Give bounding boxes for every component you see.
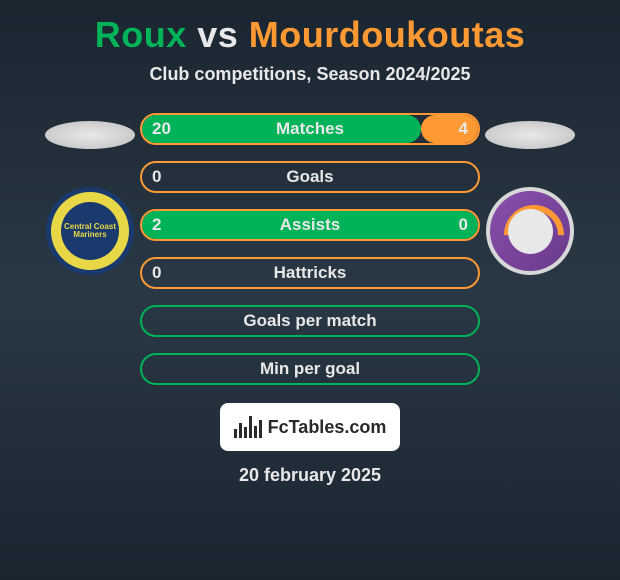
brand-box[interactable]: FcTables.com [220, 403, 400, 451]
stat-label: Assists [142, 215, 478, 235]
club-badge-left-inner: Central Coast Mariners [61, 202, 119, 260]
stat-label: Hattricks [142, 263, 478, 283]
subtitle: Club competitions, Season 2024/2025 [0, 64, 620, 85]
player-left-silhouette [45, 121, 135, 149]
stat-bar: 0Goals [140, 161, 480, 193]
stats-column: 20Matches40Goals2Assists00HattricksGoals… [140, 113, 480, 385]
brand-label: FcTables.com [268, 417, 387, 438]
stat-label: Goals per match [142, 311, 478, 331]
badge-right-ball [508, 209, 553, 254]
comparison-main: Central Coast Mariners 20Matches40Goals2… [0, 113, 620, 385]
stat-label: Goals [142, 167, 478, 187]
stat-value-right: 4 [459, 119, 468, 139]
footer-date: 20 february 2025 [0, 465, 620, 486]
stat-bar: Goals per match [140, 305, 480, 337]
player-left-column: Central Coast Mariners [40, 113, 140, 275]
stat-label: Matches [142, 119, 478, 139]
stat-bar: 20Matches4 [140, 113, 480, 145]
club-badge-left: Central Coast Mariners [46, 187, 134, 275]
player-right-name: Mourdoukoutas [249, 14, 525, 55]
comparison-title: Roux vs Mourdoukoutas [0, 0, 620, 64]
stat-bar: 0Hattricks [140, 257, 480, 289]
player-right-silhouette [485, 121, 575, 149]
stat-bar: Min per goal [140, 353, 480, 385]
stat-label: Min per goal [142, 359, 478, 379]
vs-text: vs [197, 14, 238, 55]
club-badge-right [486, 187, 574, 275]
stat-bar: 2Assists0 [140, 209, 480, 241]
brand-bars-icon [234, 416, 262, 438]
player-left-name: Roux [95, 14, 187, 55]
player-right-column [480, 113, 580, 275]
stat-value-right: 0 [459, 215, 468, 235]
